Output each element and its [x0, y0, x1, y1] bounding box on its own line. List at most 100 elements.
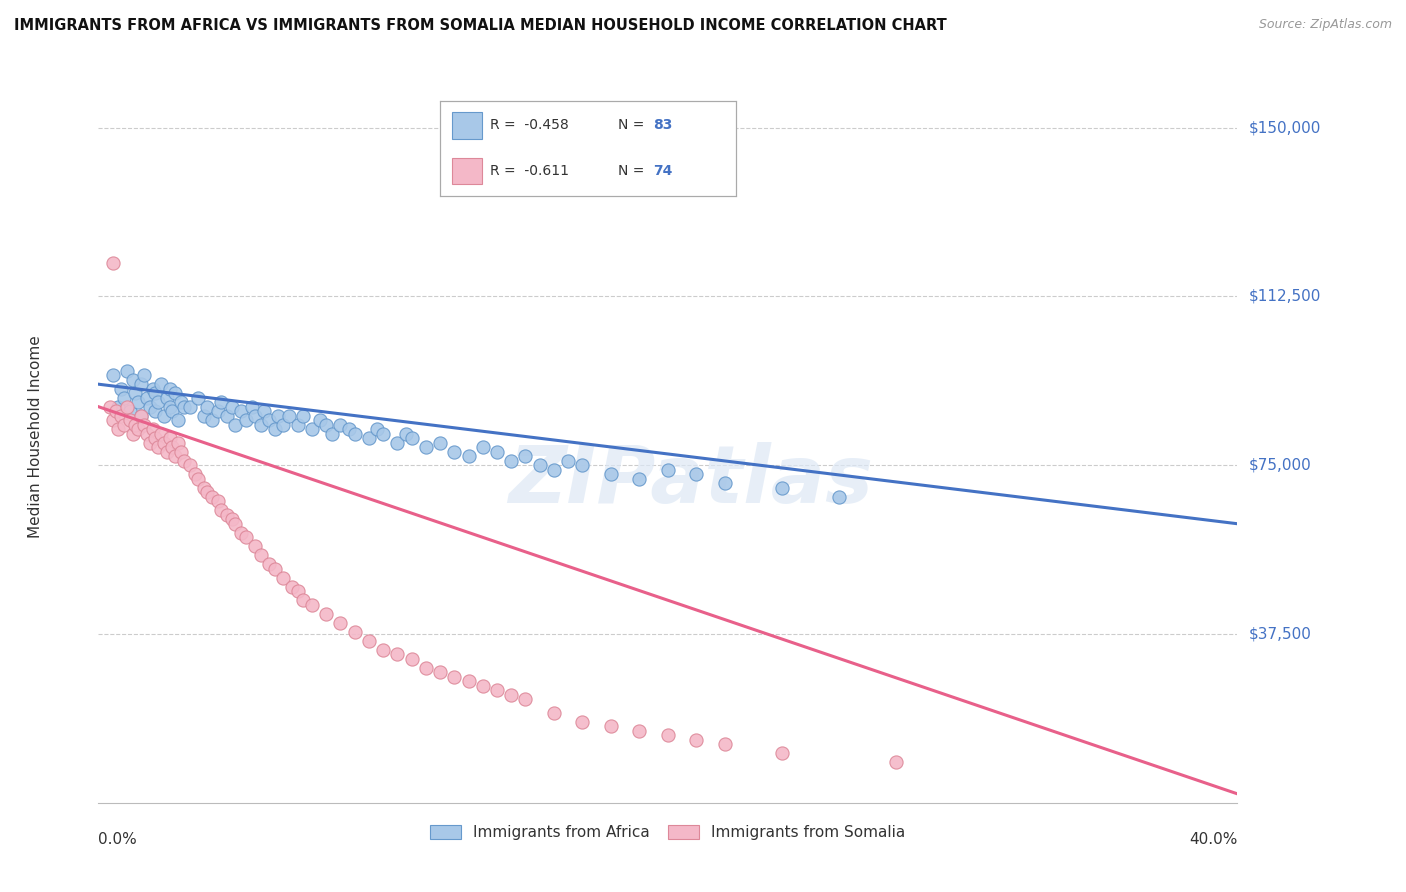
- Point: [357, 633, 380, 648]
- Point: [501, 688, 523, 702]
- Text: Source: ZipAtlas.com: Source: ZipAtlas.com: [1258, 18, 1392, 31]
- Point: [387, 435, 409, 450]
- Point: [215, 508, 238, 522]
- Point: [243, 409, 266, 423]
- Point: [401, 652, 423, 666]
- Point: [165, 449, 187, 463]
- Point: [215, 409, 238, 423]
- Point: [337, 422, 360, 436]
- Point: [243, 539, 266, 553]
- Point: [167, 413, 190, 427]
- Point: [714, 476, 737, 491]
- Point: [127, 422, 149, 436]
- Point: [221, 400, 243, 414]
- Point: [443, 444, 465, 458]
- Point: [135, 391, 157, 405]
- Text: 40.0%: 40.0%: [1189, 832, 1237, 847]
- Point: [235, 413, 257, 427]
- Legend: Immigrants from Africa, Immigrants from Somalia: Immigrants from Africa, Immigrants from …: [425, 819, 911, 847]
- Point: [329, 615, 352, 630]
- Point: [429, 665, 451, 680]
- Point: [685, 467, 707, 482]
- Point: [273, 571, 295, 585]
- Point: [132, 368, 155, 383]
- Point: [267, 409, 290, 423]
- Point: [229, 525, 252, 540]
- Point: [101, 413, 124, 427]
- Point: [249, 548, 271, 562]
- Point: [457, 449, 479, 463]
- Point: [657, 463, 679, 477]
- Point: [770, 746, 793, 760]
- Point: [150, 426, 173, 441]
- Point: [170, 395, 193, 409]
- Point: [167, 435, 190, 450]
- Point: [600, 719, 623, 733]
- Point: [415, 661, 437, 675]
- Point: [173, 400, 195, 414]
- Point: [179, 458, 201, 473]
- Point: [127, 395, 149, 409]
- Point: [543, 463, 565, 477]
- Point: [118, 413, 141, 427]
- Point: [209, 395, 232, 409]
- Point: [309, 413, 332, 427]
- Point: [156, 391, 179, 405]
- Point: [193, 409, 215, 423]
- Point: [110, 382, 132, 396]
- Point: [170, 444, 193, 458]
- Point: [118, 404, 141, 418]
- Point: [770, 481, 793, 495]
- Point: [135, 426, 157, 441]
- Point: [471, 440, 494, 454]
- Point: [471, 679, 494, 693]
- Point: [195, 485, 218, 500]
- Text: $37,500: $37,500: [1249, 626, 1312, 641]
- Point: [138, 435, 160, 450]
- Point: [159, 400, 181, 414]
- Point: [571, 458, 593, 473]
- Point: [221, 512, 243, 526]
- Point: [287, 417, 309, 432]
- Point: [112, 417, 135, 432]
- Point: [173, 453, 195, 467]
- Point: [156, 444, 179, 458]
- Point: [141, 382, 163, 396]
- Point: [224, 516, 246, 531]
- Point: [373, 642, 395, 657]
- Point: [486, 683, 509, 698]
- Point: [235, 530, 257, 544]
- Point: [252, 404, 274, 418]
- Point: [628, 723, 651, 738]
- Point: [415, 440, 437, 454]
- Point: [148, 395, 170, 409]
- Point: [343, 624, 366, 639]
- Point: [343, 426, 366, 441]
- Point: [98, 400, 121, 414]
- Point: [529, 458, 551, 473]
- Point: [201, 413, 224, 427]
- Point: [165, 386, 187, 401]
- Text: IMMIGRANTS FROM AFRICA VS IMMIGRANTS FROM SOMALIA MEDIAN HOUSEHOLD INCOME CORREL: IMMIGRANTS FROM AFRICA VS IMMIGRANTS FRO…: [14, 18, 946, 33]
- Point: [207, 494, 229, 508]
- Point: [301, 422, 323, 436]
- Point: [195, 400, 218, 414]
- Point: [138, 400, 160, 414]
- Text: ZIPatlas: ZIPatlas: [508, 442, 873, 520]
- Point: [515, 692, 537, 706]
- Point: [129, 409, 152, 423]
- Point: [387, 647, 409, 661]
- Point: [884, 756, 907, 770]
- Text: Median Household Income: Median Household Income: [28, 335, 44, 539]
- Point: [148, 440, 170, 454]
- Point: [287, 584, 309, 599]
- Point: [828, 490, 851, 504]
- Point: [121, 373, 143, 387]
- Point: [145, 404, 167, 418]
- Point: [145, 431, 167, 445]
- Point: [443, 670, 465, 684]
- Text: $75,000: $75,000: [1249, 458, 1312, 473]
- Point: [628, 472, 651, 486]
- Point: [429, 435, 451, 450]
- Point: [486, 444, 509, 458]
